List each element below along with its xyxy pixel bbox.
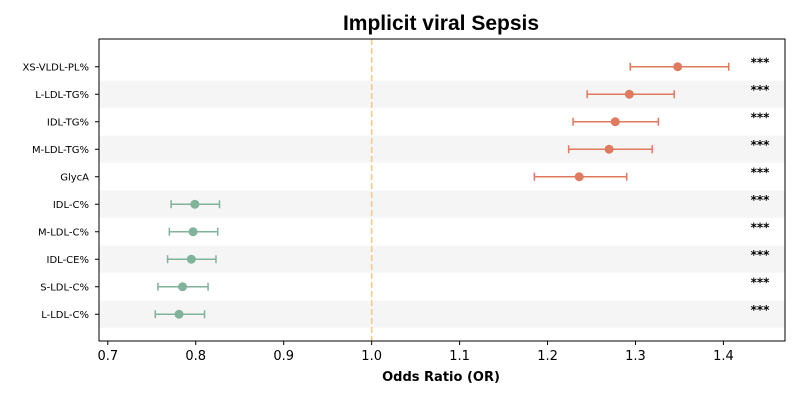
category-label: L-LDL-C% xyxy=(41,310,89,321)
category-label: XS-VLDL-PL% xyxy=(23,62,89,73)
category-label: GlycA xyxy=(60,172,89,183)
significance-label: *** xyxy=(751,303,771,317)
x-tick-label: 1.2 xyxy=(537,349,558,364)
x-axis-ticks: 0.7 0.8 0.9 1.0 1.1 1.2 1.3 1.4 xyxy=(97,341,734,364)
row-band xyxy=(99,80,785,108)
significance-label: *** xyxy=(751,275,771,289)
or-point xyxy=(178,282,188,292)
or-point xyxy=(604,144,614,154)
significance-label: *** xyxy=(751,138,771,152)
significance-label: *** xyxy=(751,83,771,97)
x-tick-label: 1.3 xyxy=(625,349,646,364)
row-band xyxy=(99,135,785,163)
significance-label: *** xyxy=(751,220,771,234)
or-point xyxy=(186,254,196,264)
data-marks xyxy=(154,62,730,319)
x-tick-label: 0.9 xyxy=(273,349,294,364)
or-point xyxy=(174,309,184,319)
row-bands xyxy=(99,80,785,328)
category-label: M-LDL-TG% xyxy=(32,145,89,156)
x-axis-label: Odds Ratio (OR) xyxy=(382,370,500,385)
category-label: IDL-TG% xyxy=(47,117,89,128)
plot-frame xyxy=(98,38,786,342)
significance-label: *** xyxy=(751,248,771,262)
category-label: IDL-CE% xyxy=(47,255,89,266)
category-labels: XS-VLDL-PL% L-LDL-TG% IDL-TG% M-LDL-TG% Glyc… xyxy=(23,62,99,321)
significance-label: *** xyxy=(751,55,771,69)
row-band xyxy=(99,300,785,328)
or-point xyxy=(673,62,683,72)
x-tick-label: 0.8 xyxy=(185,349,206,364)
significance-label: *** xyxy=(751,165,771,179)
category-label: L-LDL-TG% xyxy=(35,90,89,101)
x-tick-label: 1.4 xyxy=(713,349,734,364)
significance-labels: *** *** *** *** *** *** *** *** *** *** xyxy=(751,55,771,317)
category-label: M-LDL-C% xyxy=(38,227,89,238)
significance-label: *** xyxy=(751,193,771,207)
or-point xyxy=(624,89,634,99)
or-point xyxy=(188,227,198,237)
or-point xyxy=(190,199,200,209)
or-point xyxy=(610,117,620,127)
x-tick-label: 1.1 xyxy=(449,349,470,364)
x-tick-label: 1.0 xyxy=(361,349,382,364)
chart-title: Implicit viral Sepsis xyxy=(343,12,539,35)
category-label: IDL-C% xyxy=(53,200,89,211)
category-label: S-LDL-C% xyxy=(40,282,89,293)
significance-label: *** xyxy=(751,110,771,124)
x-tick-label: 0.7 xyxy=(97,349,118,364)
or-point xyxy=(574,172,584,182)
